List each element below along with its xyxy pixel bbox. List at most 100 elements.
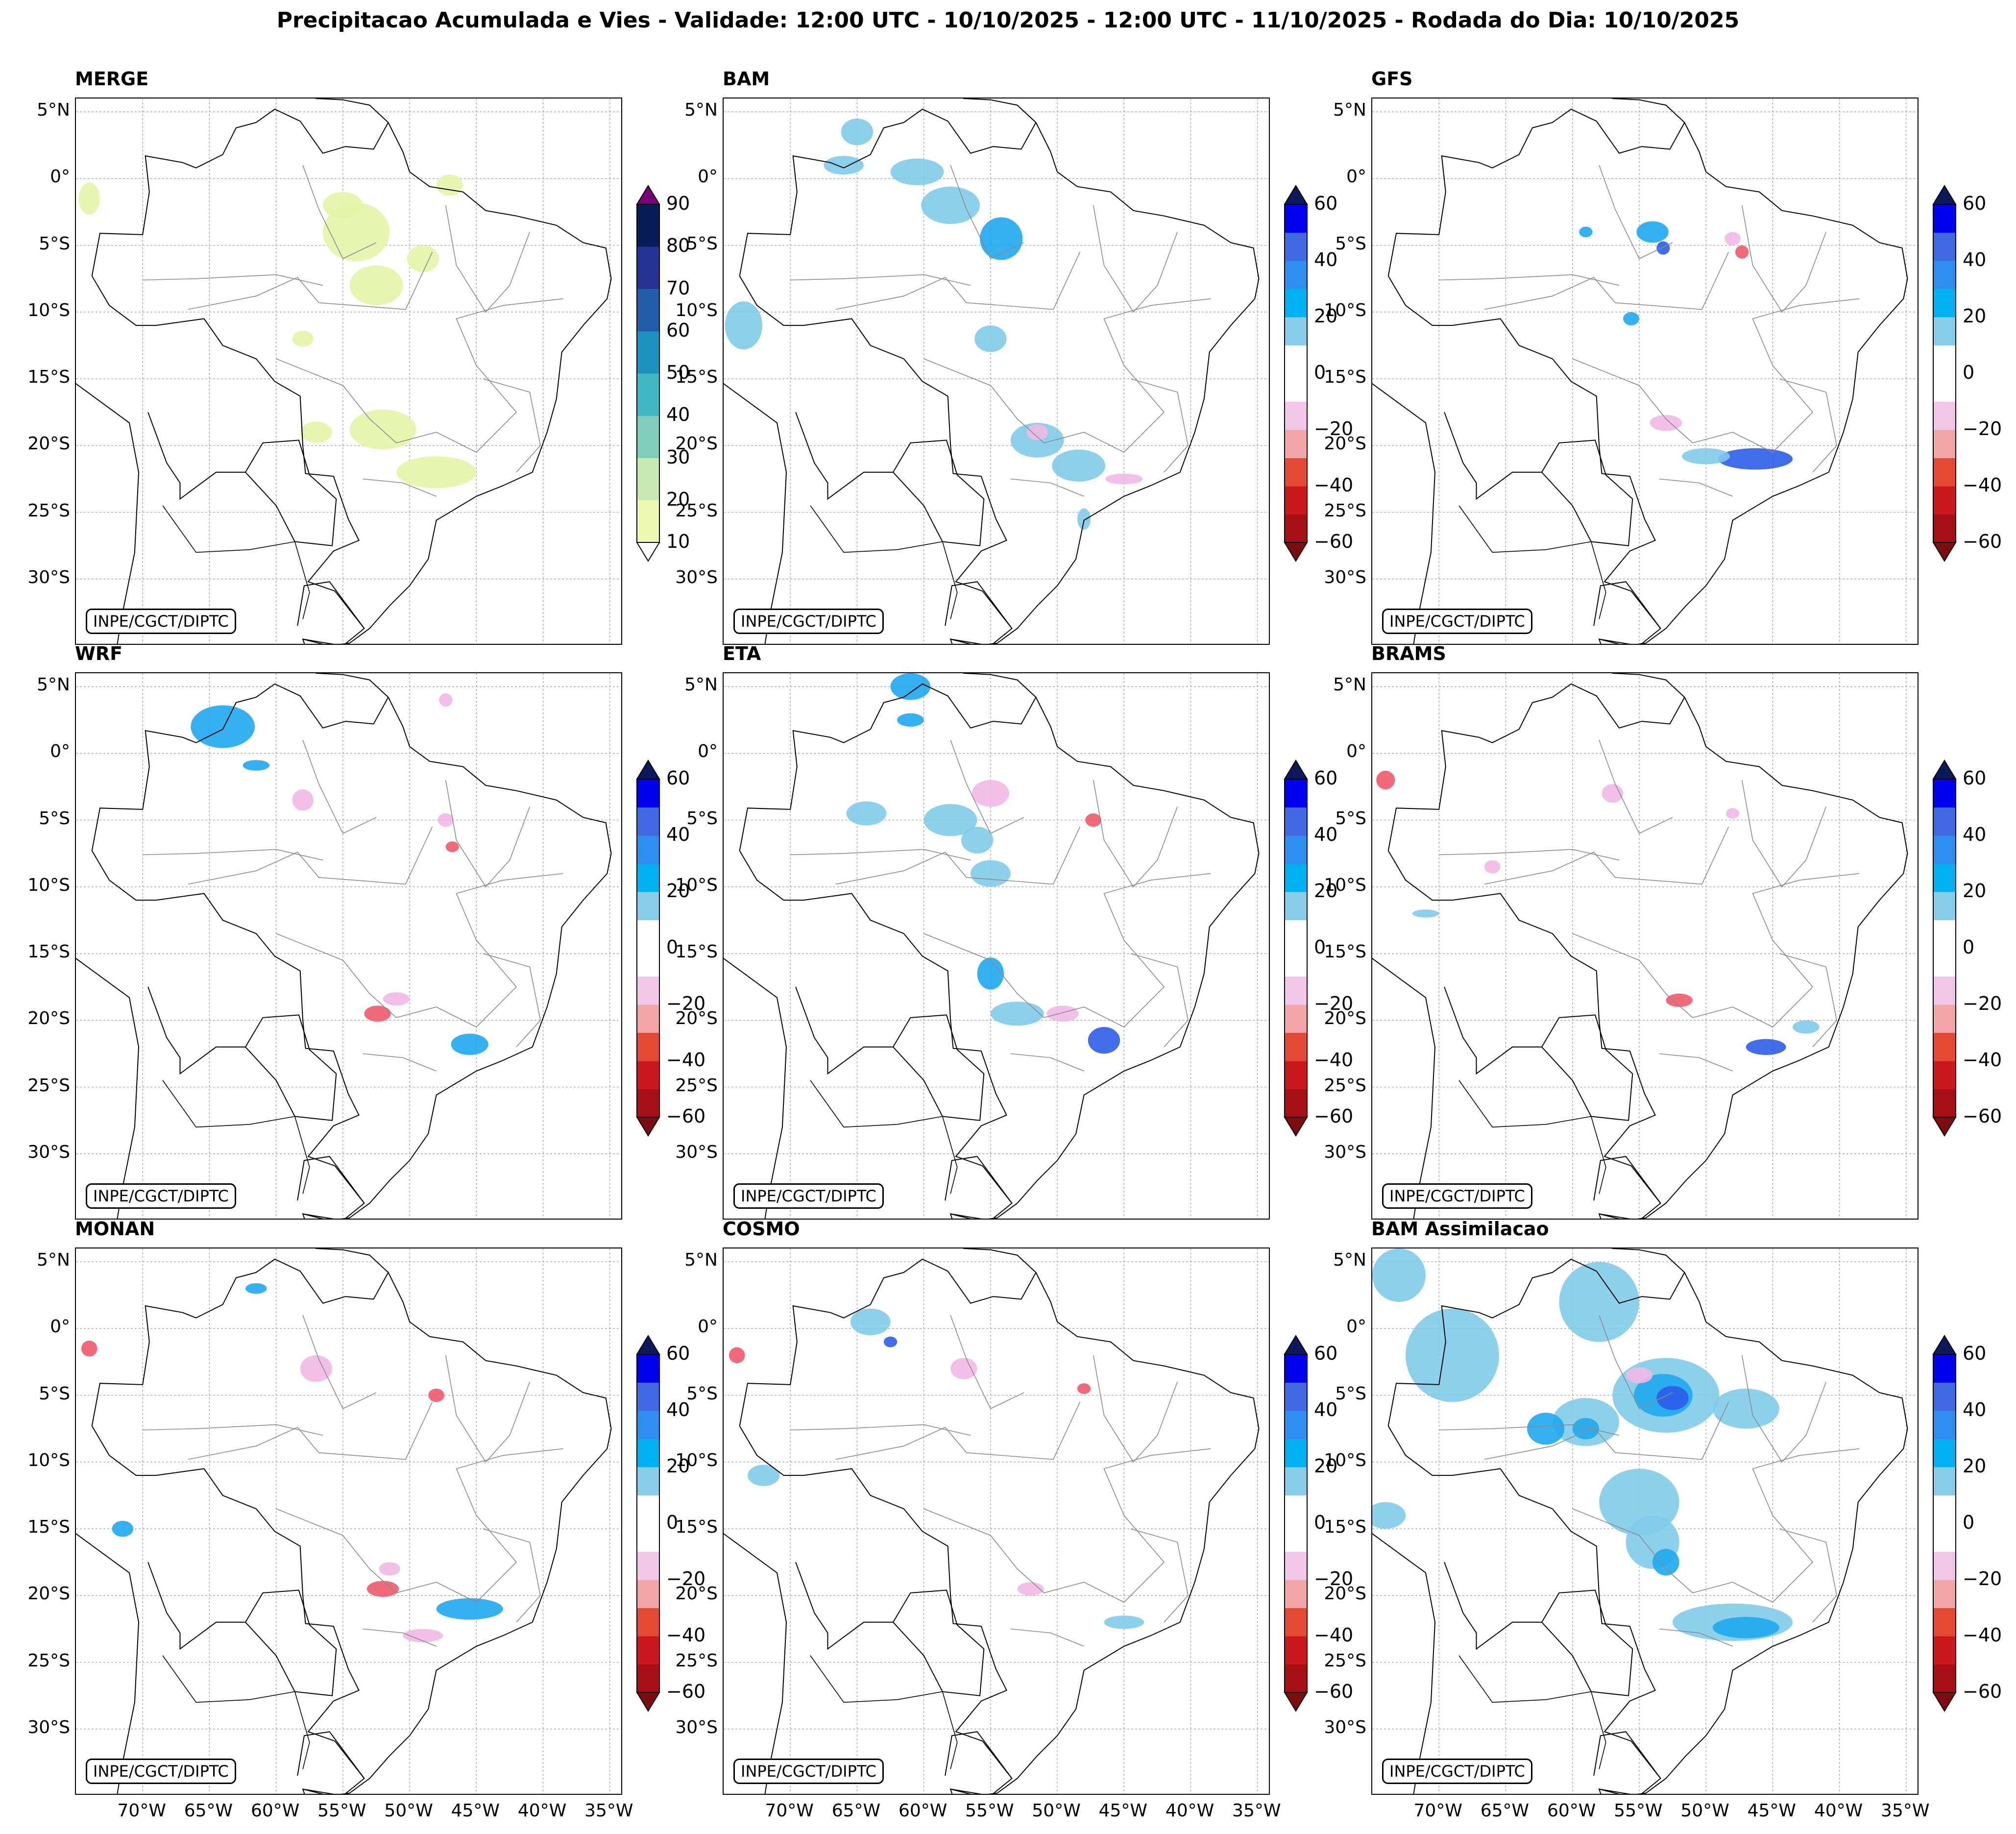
field-patch [1376,770,1395,790]
latitude-label: 30°S [27,567,70,587]
colorbar-tick-label: −20 [1314,993,1354,1014]
colorbar-outline [1284,1354,1308,1693]
field-patch [850,1308,891,1336]
map-panel: INPE/CGCT/DIPTC [1371,1247,1919,1795]
colorbar-segment [1933,1382,1956,1411]
state-border [302,739,377,834]
colorbar-tick-label: 60 [666,767,690,789]
field-patch [1559,1262,1639,1342]
longitude-label: 50°W [1680,1801,1729,1821]
colorbar-tick-label: −20 [666,1568,706,1589]
pacific-coastline [76,1533,140,1794]
field-patch [1718,448,1793,470]
state-border [1010,1628,1084,1647]
brazil-north-border [1387,1258,1685,1426]
colorbar-segment [1285,373,1307,402]
credit-box: INPE/CGCT/DIPTC [86,1759,236,1784]
field-patch [1666,993,1693,1007]
latitude-label: 10°S [675,875,718,895]
colorbar-outline [1933,779,1956,1118]
state-border [1659,478,1733,497]
colorbar-tick-label: −40 [1963,1049,2002,1071]
state-border [1572,298,1860,453]
field-patch [1085,813,1102,827]
colorbar-segment [1933,1354,1956,1383]
colorbar-tick-label: 40 [1963,1399,1987,1420]
colorbar-segment [1285,1032,1307,1061]
colorbar-segment [1933,976,1956,1005]
state-border [188,251,433,310]
colorbar [1932,1335,1957,1712]
colorbar-outline [636,204,660,543]
colorbar-outline [1284,204,1308,543]
colorbar-under-arrow [636,542,660,562]
colorbar-under-arrow [1284,1117,1308,1137]
state-border [1741,780,1827,888]
colorbar-segment [637,1032,659,1061]
colorbar-segment [1933,1032,1956,1061]
argentina-border [162,505,310,619]
field-patch [437,813,454,827]
state-border [1130,1528,1189,1623]
longitude-label: 45°W [451,1801,500,1821]
colorbar-tick-label: 40 [1314,249,1338,270]
latitude-label: 10°S [1324,300,1366,320]
colorbar [1932,185,1957,562]
field-patch [300,421,333,443]
paraguay-border [245,1014,337,1121]
state-border [363,1053,437,1072]
field-patch [1793,1020,1820,1034]
colorbar-segment [1285,1411,1307,1439]
state-border [923,298,1211,453]
uruguay-border [1593,581,1661,644]
field-patch [366,1581,399,1597]
atlantic-coastline [949,98,1260,644]
longitude-label: 60°W [1547,1801,1596,1821]
colorbar-tick-label: 40 [1963,824,1987,845]
latitude-label: 15°S [1324,367,1366,388]
colorbar-segment [1933,430,1956,458]
brazil-north-border [1387,683,1685,851]
map-panel: INPE/CGCT/DIPTC [1371,98,1919,645]
uruguay-border [297,1156,365,1219]
latitude-label: 15°S [675,1517,718,1538]
atlantic-coastline [949,673,1260,1219]
latitude-label: 0° [698,1317,718,1337]
field-patch [349,409,416,450]
colorbar-tick-label: 20 [1314,880,1338,902]
panel-title: COSMO [723,1218,800,1240]
field-patch [1725,232,1741,245]
colorbar-segment [637,1523,659,1552]
pacific-coastline [1372,383,1436,644]
atlantic-coastline [302,98,612,644]
colorbar-segment [1285,514,1307,543]
longitude-label: 40°W [517,1801,567,1821]
longitude-label: 65°W [184,1801,233,1821]
state-border [363,478,437,497]
brazil-north-border [739,1258,1037,1426]
colorbar-tick-label: −40 [1963,474,2002,496]
colorbar-tick-label: −20 [666,993,706,1014]
field-patch [897,713,924,727]
paraguay-border [893,1589,985,1696]
colorbar-segment [1933,920,1956,949]
state-border [1484,251,1729,310]
colorbar-segment [1933,1523,1956,1552]
field-patch [1406,1308,1499,1402]
field-patch [1026,424,1048,440]
field-patch [245,1283,267,1294]
field-patch [78,182,100,215]
colorbar-tick-label: 40 [1314,1399,1338,1420]
colorbar-tick-label: 0 [1314,362,1326,383]
colorbar-tick-label: 60 [1963,193,1987,214]
colorbar-tick-label: 10 [666,531,690,552]
latitude-label: 0° [698,167,718,187]
state-border [1599,165,1673,259]
state-border [483,378,541,473]
colorbar-segment [1933,458,1956,487]
latitude-label: 0° [1346,1317,1366,1337]
latitude-label: 30°S [1324,1142,1366,1162]
colorbar-segment [1933,1439,1956,1467]
colorbar-tick-label: 20 [1314,1455,1338,1477]
map-canvas [724,98,1269,644]
